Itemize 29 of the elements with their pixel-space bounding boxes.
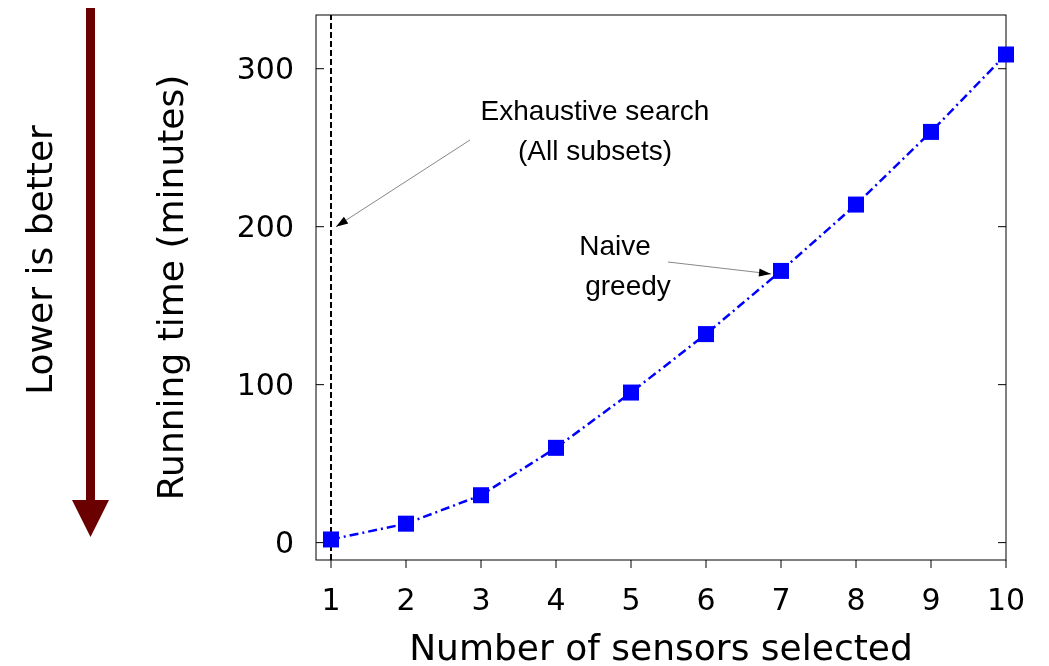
x-tick-label: 3	[471, 582, 491, 617]
y-tick-label: 300	[236, 51, 294, 87]
point	[848, 196, 864, 213]
x-tick-label: 8	[846, 582, 866, 617]
point	[473, 487, 489, 504]
x-tick-label: 4	[546, 582, 566, 617]
x-tick-label: 6	[696, 582, 716, 617]
x-tick-label: 2	[396, 582, 416, 617]
x-tick-label: 7	[771, 582, 791, 617]
point	[698, 326, 714, 343]
point	[923, 123, 939, 140]
y-tick-label: 0	[274, 525, 294, 561]
y-axis-title: Running time (minutes)	[150, 74, 191, 501]
series-label: Naive greedy	[579, 230, 671, 301]
text: Lower is better	[19, 124, 60, 395]
point	[623, 384, 639, 401]
x-tick-label: 9	[921, 582, 941, 617]
x-tick-label: 1	[321, 582, 341, 617]
ref-line-label: Exhaustive search (All subsets)	[480, 95, 710, 166]
point	[548, 439, 564, 456]
x-tick-label: 5	[621, 582, 641, 617]
y-tick-label: 200	[236, 209, 294, 245]
point	[773, 262, 789, 279]
x-axis-title: Number of sensors selected	[409, 627, 913, 666]
y-tick-label: 100	[236, 367, 294, 403]
x-tick-label: 10	[986, 582, 1026, 617]
point	[998, 46, 1014, 63]
point	[323, 531, 339, 548]
point	[398, 515, 414, 532]
